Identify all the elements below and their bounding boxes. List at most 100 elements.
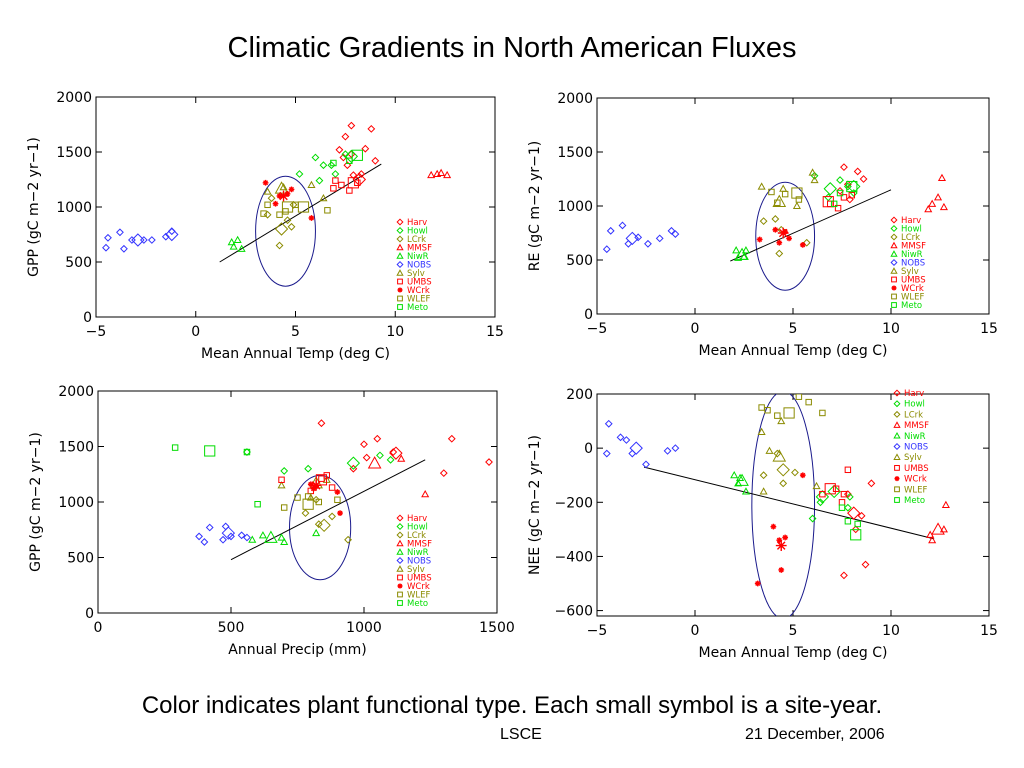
- legend-label: Sylv: [901, 267, 919, 277]
- series-wcrk: [262, 179, 315, 221]
- data-point: [618, 221, 627, 230]
- highlight-ellipse: [289, 474, 352, 581]
- data-point: [116, 228, 124, 237]
- y-tick-label: 1000: [557, 199, 593, 215]
- data-point: [773, 449, 782, 458]
- data-point: [280, 537, 289, 546]
- series-lcrk: [759, 449, 799, 488]
- data-point: [606, 226, 615, 235]
- data-point: [663, 446, 672, 455]
- data-point: [730, 470, 739, 479]
- x-axis-label: Mean Annual Temp (deg C): [698, 343, 887, 359]
- data-point: [233, 235, 242, 244]
- x-tick-label: 0: [94, 620, 103, 636]
- data-point: [843, 182, 852, 191]
- x-axis-label: Mean Annual Temp (deg C): [698, 645, 887, 661]
- data-point: [808, 514, 817, 523]
- data-point: [777, 416, 786, 425]
- series-nobs: [602, 221, 680, 254]
- mean-point: [824, 483, 836, 495]
- data-point: [757, 182, 766, 190]
- legend-label: Harv: [901, 216, 921, 226]
- legend-marker-wcrk: [397, 583, 403, 589]
- data-point: [447, 434, 456, 443]
- series-lcrk: [301, 495, 352, 544]
- data-point: [421, 490, 430, 498]
- plot-area: [102, 121, 452, 287]
- legend-marker-howl: [893, 400, 901, 408]
- legend-marker-umbs: [397, 574, 403, 581]
- data-point: [324, 207, 331, 214]
- data-point: [277, 481, 286, 489]
- mean-point: [131, 233, 145, 247]
- data-point: [361, 144, 370, 153]
- data-point: [439, 469, 448, 478]
- data-point: [768, 188, 775, 196]
- data-point: [295, 170, 304, 178]
- legend-marker-harv: [890, 216, 898, 224]
- data-point: [308, 215, 315, 221]
- data-point: [341, 150, 350, 159]
- legend-marker-nobs: [893, 442, 901, 451]
- legend-label: MMSF: [904, 421, 929, 431]
- data-point: [840, 490, 848, 498]
- data-point: [280, 504, 288, 511]
- x-tick-label: 10: [386, 324, 404, 340]
- data-point: [848, 191, 856, 199]
- data-point: [655, 234, 664, 243]
- y-tick-label: 1000: [58, 495, 94, 511]
- regression-line: [219, 163, 382, 263]
- legend-label: Howl: [901, 225, 922, 235]
- x-tick-label: 15: [486, 324, 504, 340]
- data-point: [937, 173, 947, 181]
- legend-label: LCrk: [407, 235, 426, 245]
- data-point: [628, 449, 637, 458]
- data-point: [832, 485, 840, 492]
- series-mmsf: [427, 168, 452, 179]
- y-tick-label: 2000: [557, 91, 593, 107]
- data-point: [933, 193, 943, 201]
- legend-marker-sylv: [893, 453, 901, 460]
- legend: HarvHowlLCrkMMSFNiwRNOBSSylvUMBSWCrkWLEF…: [890, 216, 926, 311]
- legend-marker-nobs: [396, 260, 404, 269]
- legend-label: WCrk: [901, 284, 924, 294]
- mean-point: [347, 177, 359, 189]
- legend-label: UMBS: [901, 276, 926, 286]
- legend-marker-mmsf: [890, 241, 898, 249]
- data-point: [642, 460, 650, 469]
- legend-marker-meto: [397, 600, 403, 606]
- data-point: [838, 499, 846, 506]
- x-tick-label: 5: [789, 321, 798, 337]
- legend-marker-mmsf: [396, 539, 404, 547]
- y-tick-label: 1000: [56, 200, 92, 216]
- data-point: [327, 161, 336, 170]
- data-point: [754, 580, 761, 587]
- series-harv: [317, 419, 493, 478]
- data-point: [443, 170, 452, 179]
- highlight-ellipse: [755, 181, 816, 291]
- legend-marker-nobs: [396, 556, 404, 565]
- data-point: [836, 189, 844, 197]
- x-tick-label: 0: [691, 623, 700, 639]
- data-point: [287, 222, 296, 231]
- x-axis-label: Mean Annual Temp (deg C): [201, 346, 390, 362]
- data-point: [819, 409, 826, 417]
- legend-marker-niwr: [893, 431, 901, 439]
- data-point: [306, 493, 315, 501]
- series-meto: [830, 180, 858, 208]
- data-point: [205, 523, 214, 532]
- legend-label: WLEF: [407, 591, 431, 601]
- mean-point: [783, 407, 795, 419]
- y-axis-label: NEE (gC m−2 yr−1): [527, 435, 543, 575]
- data-point: [341, 132, 350, 141]
- data-point: [758, 404, 765, 411]
- mean-point: [367, 456, 382, 469]
- legend-label: Sylv: [407, 565, 425, 575]
- plot-frame: [97, 390, 498, 614]
- data-point: [776, 239, 783, 246]
- slide-caption: Color indicates plant functional type. E…: [141, 692, 883, 719]
- regression-line: [643, 466, 935, 540]
- data-point: [861, 560, 870, 569]
- chart-gpp-vs-precip: 0 500 1000 1500 0 500 1000 1500 2000 Annual Preci…: [28, 384, 515, 658]
